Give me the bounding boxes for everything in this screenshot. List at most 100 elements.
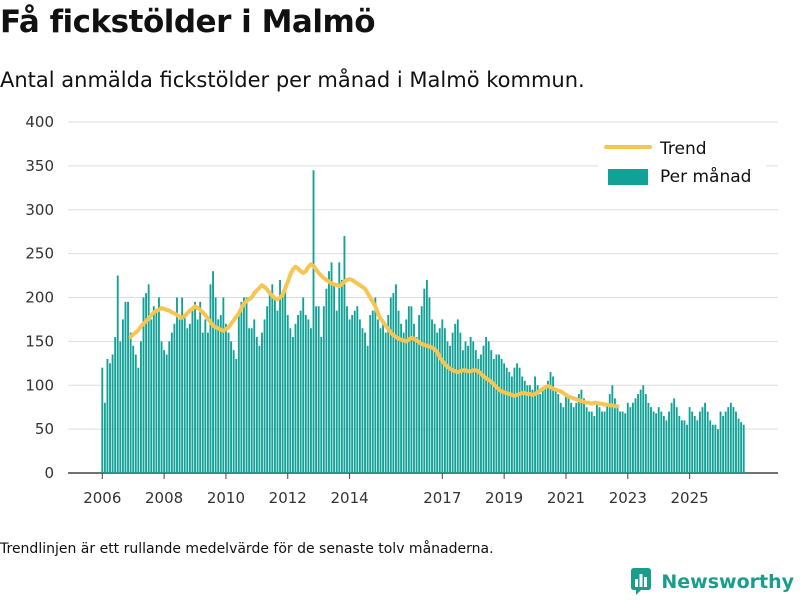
bar bbox=[655, 413, 658, 473]
bar bbox=[111, 354, 114, 473]
bar bbox=[495, 354, 498, 473]
bar bbox=[312, 170, 315, 473]
page-subtitle: Antal anmälda fickstölder per månad i Ma… bbox=[0, 68, 585, 92]
bar bbox=[454, 323, 457, 473]
bar bbox=[701, 407, 704, 473]
bar bbox=[562, 407, 565, 473]
bar bbox=[691, 411, 694, 473]
bar bbox=[673, 398, 676, 473]
bar bbox=[567, 398, 570, 473]
bar bbox=[307, 319, 310, 473]
bar bbox=[415, 336, 418, 473]
bar bbox=[626, 402, 629, 473]
x-tick-label: 2010 bbox=[207, 489, 245, 507]
bar bbox=[606, 402, 609, 473]
bar bbox=[443, 328, 446, 473]
bar bbox=[472, 341, 475, 473]
bar bbox=[103, 402, 106, 473]
bar bbox=[217, 319, 220, 473]
bar bbox=[711, 424, 714, 473]
legend-trend-label: Trend bbox=[659, 139, 707, 159]
bar bbox=[737, 418, 740, 473]
bar bbox=[106, 358, 109, 473]
bar bbox=[361, 328, 364, 473]
bar bbox=[732, 407, 735, 473]
bar bbox=[158, 297, 160, 473]
bar bbox=[199, 301, 202, 473]
bar bbox=[152, 306, 155, 473]
bar bbox=[333, 284, 336, 473]
bar bbox=[621, 411, 624, 473]
bar bbox=[482, 345, 485, 473]
bar bbox=[575, 402, 578, 473]
bar bbox=[243, 297, 245, 473]
bar bbox=[276, 310, 279, 473]
bar bbox=[364, 332, 366, 473]
bar bbox=[510, 376, 513, 473]
bar bbox=[379, 328, 382, 473]
bar bbox=[706, 411, 709, 473]
bar bbox=[709, 420, 712, 473]
bar bbox=[608, 394, 611, 473]
bar bbox=[698, 411, 701, 473]
bar bbox=[657, 407, 660, 473]
bar bbox=[137, 367, 140, 473]
brand[interactable]: Newsworthy bbox=[629, 568, 794, 595]
bar bbox=[456, 319, 459, 473]
bar bbox=[225, 323, 227, 473]
bar bbox=[140, 341, 142, 473]
bar bbox=[585, 407, 588, 473]
bar bbox=[634, 398, 637, 473]
bar bbox=[343, 236, 346, 473]
bar bbox=[662, 415, 665, 473]
bar bbox=[279, 279, 281, 473]
bar bbox=[616, 407, 619, 473]
bar bbox=[250, 328, 253, 473]
x-tick-label: 2012 bbox=[269, 489, 307, 507]
x-tick-label: 2008 bbox=[145, 489, 183, 507]
bar bbox=[346, 306, 348, 473]
bar bbox=[513, 367, 516, 473]
bar bbox=[660, 411, 663, 473]
bar bbox=[194, 301, 196, 473]
bar bbox=[335, 310, 338, 473]
bar bbox=[613, 398, 616, 473]
bar bbox=[735, 411, 737, 473]
bar bbox=[237, 315, 240, 473]
bar bbox=[526, 385, 529, 473]
bar bbox=[544, 385, 547, 473]
bar bbox=[583, 398, 585, 473]
bar bbox=[528, 385, 531, 473]
page-title: Få fickstölder i Malmö bbox=[0, 4, 376, 40]
bar bbox=[235, 358, 238, 473]
bar bbox=[693, 415, 696, 473]
bar bbox=[273, 297, 276, 473]
x-tick-label: 2006 bbox=[83, 489, 121, 507]
bar bbox=[480, 354, 482, 473]
bar bbox=[407, 306, 410, 473]
monthly-pickpocketing-chart: 0 50 100 150 200 250 300 350 400 2006 2008 2010 201… bbox=[25, 113, 778, 507]
bar bbox=[433, 323, 436, 473]
bar bbox=[227, 332, 230, 473]
bar bbox=[549, 372, 552, 473]
bar bbox=[487, 341, 490, 473]
bar bbox=[595, 402, 598, 473]
bar bbox=[328, 271, 330, 473]
bar bbox=[683, 420, 686, 473]
bar bbox=[642, 385, 645, 473]
bar bbox=[304, 315, 307, 473]
bar bbox=[413, 323, 415, 473]
bar bbox=[294, 323, 297, 473]
bar bbox=[188, 323, 191, 473]
bar bbox=[325, 288, 328, 473]
bar bbox=[310, 328, 312, 473]
bar bbox=[464, 341, 467, 473]
bar bbox=[132, 345, 135, 473]
y-tick-label: 300 bbox=[25, 201, 54, 219]
bar bbox=[474, 350, 477, 473]
bar bbox=[124, 301, 127, 473]
bar bbox=[400, 323, 403, 473]
bar bbox=[637, 394, 640, 473]
x-tick-label: 2025 bbox=[671, 489, 709, 507]
bar bbox=[459, 332, 462, 473]
